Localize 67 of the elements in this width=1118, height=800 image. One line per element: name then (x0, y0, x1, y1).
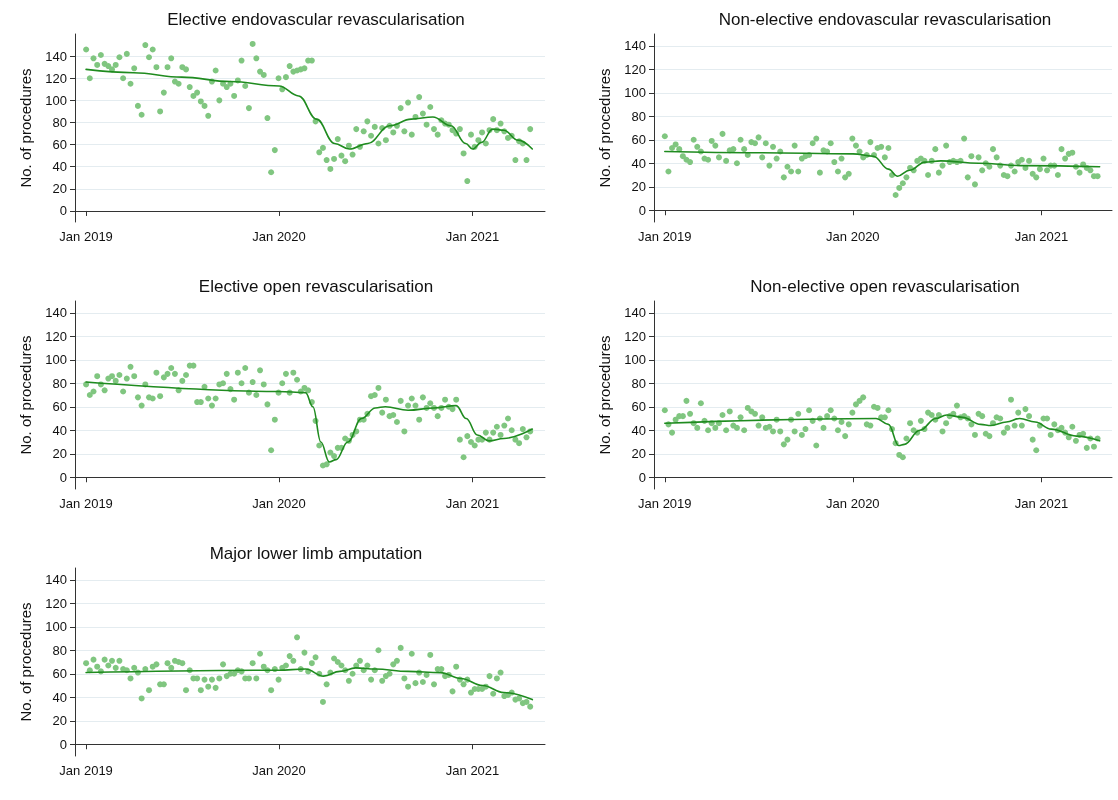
x-tick-label: Jan 2019 (59, 496, 113, 511)
x-tick-label: Jan 2020 (252, 229, 306, 244)
y-tick-label: 120 (624, 61, 646, 77)
y-tick-label: 40 (631, 155, 646, 171)
x-tick-label: Jan 2020 (252, 496, 306, 511)
y-tick-label: 20 (52, 181, 67, 197)
y-tick-label: 0 (59, 469, 67, 485)
y-tick-label: 100 (624, 352, 646, 368)
y-tick-label: 20 (52, 713, 67, 729)
chart-title: Major lower limb amputation (209, 544, 423, 563)
y-tick-label: 40 (52, 689, 67, 705)
y-tick-label: 20 (631, 179, 646, 195)
x-tick-label: Jan 2021 (1014, 496, 1069, 511)
y-tick-label: 140 (45, 572, 67, 588)
y-tick-label: 60 (631, 132, 646, 148)
x-tick-label: Jan 2020 (826, 496, 880, 511)
y-tick-label: 100 (624, 85, 646, 101)
line-series (664, 150, 1101, 177)
y-tick-label: 0 (59, 736, 67, 752)
y-tick-label: 140 (624, 38, 646, 54)
y-tick-label: 140 (624, 305, 646, 321)
y-tick-label: 140 (45, 48, 67, 64)
y-tick-label: 0 (638, 469, 646, 485)
chart-title: Elective open revascularisation (198, 277, 434, 296)
x-tick-label: Jan 2020 (252, 763, 306, 778)
y-tick-label: 40 (52, 422, 67, 438)
x-tick-label: Jan 2019 (638, 496, 692, 511)
y-tick-label: 80 (52, 114, 67, 130)
y-axis-title: No. of procedures (17, 335, 34, 455)
y-tick-label: 100 (45, 92, 67, 108)
y-tick-label: 20 (631, 446, 646, 462)
y-tick-label: 120 (45, 328, 67, 344)
y-tick-label: 120 (45, 70, 67, 86)
y-tick-label: 40 (52, 159, 67, 175)
x-tick-label: Jan 2021 (445, 763, 500, 778)
chart-title: Elective endovascular revascularisation (167, 10, 465, 29)
y-tick-label: 100 (45, 619, 67, 635)
x-tick-label: Jan 2021 (1014, 229, 1069, 244)
y-tick-label: 80 (631, 375, 646, 391)
y-tick-label: 20 (52, 446, 67, 462)
y-tick-label: 100 (45, 352, 67, 368)
y-tick-label: 80 (52, 642, 67, 658)
y-tick-label: 0 (638, 202, 646, 218)
y-tick-label: 60 (52, 666, 67, 682)
line-series (664, 414, 1101, 447)
y-tick-label: 120 (624, 328, 646, 344)
x-tick-label: Jan 2021 (445, 496, 500, 511)
y-axis-title: No. of procedures (17, 602, 34, 722)
y-axis-title: No. of procedures (17, 68, 34, 188)
y-tick-label: 0 (59, 203, 67, 219)
y-tick-label: 40 (631, 422, 646, 438)
chart-title: Non-elective open revascularisation (750, 277, 1020, 296)
y-tick-label: 140 (45, 305, 67, 321)
x-tick-label: Jan 2020 (826, 229, 880, 244)
x-tick-label: Jan 2019 (59, 229, 113, 244)
chart-title: Non-elective endovascular revascularisation (718, 10, 1052, 29)
y-tick-label: 80 (52, 375, 67, 391)
y-tick-label: 60 (631, 399, 646, 415)
y-tick-label: 60 (52, 399, 67, 415)
y-tick-label: 80 (631, 108, 646, 124)
y-axis-title: No. of procedures (596, 335, 613, 455)
x-tick-label: Jan 2021 (445, 229, 500, 244)
x-tick-label: Jan 2019 (638, 229, 692, 244)
y-tick-label: 60 (52, 137, 67, 153)
x-tick-label: Jan 2019 (59, 763, 113, 778)
y-axis-title: No. of procedures (596, 68, 613, 188)
y-tick-label: 120 (45, 595, 67, 611)
